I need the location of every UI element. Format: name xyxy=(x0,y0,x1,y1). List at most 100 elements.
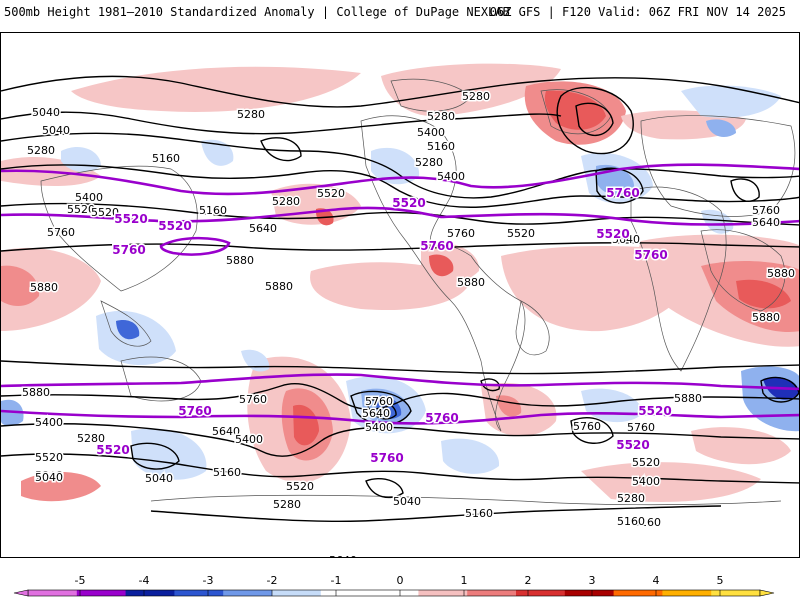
height-contour xyxy=(1,75,799,108)
height-contour-label: 5160 xyxy=(427,140,455,153)
anomaly-positive-region xyxy=(581,462,761,502)
height-contour-label: 5400 xyxy=(235,433,263,446)
colorbar-tick-label: -2 xyxy=(267,574,278,587)
colorbar-segment xyxy=(418,590,468,596)
anomaly-negative-region xyxy=(96,310,176,366)
height-contour xyxy=(150,505,722,523)
height-contour xyxy=(1,242,799,252)
colorbar-segment xyxy=(272,590,322,596)
height-contour-label: 5880 xyxy=(30,281,58,294)
height-contour xyxy=(1,453,799,484)
reference-contour-label: 5760 xyxy=(606,186,639,200)
height-contour-label: 5760 xyxy=(365,395,393,408)
height-contour-label: 5640 xyxy=(752,216,780,229)
anomaly-positive-region xyxy=(736,279,791,309)
reference-contour-label: 5760 xyxy=(370,451,403,465)
anomaly-positive-region xyxy=(691,427,791,465)
height-contour-label: 5880 xyxy=(767,267,795,280)
colorbar-tick-label: -1 xyxy=(331,574,342,587)
height-contour-label: 5160 xyxy=(465,507,493,520)
colorbar-tick-label: 2 xyxy=(525,574,532,587)
anomaly-negative-region xyxy=(371,147,420,185)
anomaly-negative-region xyxy=(581,388,643,423)
model-run-label: 06Z GFS | F120 Valid: 06Z FRI NOV 14 202… xyxy=(489,5,786,19)
anomaly-map: 5280 5040 5280 5280 5160 5400 5280 5280 5160 5400… xyxy=(0,32,800,558)
reference-contour-5880-ring xyxy=(159,236,231,256)
height-contour-label: 5400 xyxy=(622,439,650,452)
height-contour xyxy=(1,360,799,375)
height-contour-label: 5280 xyxy=(27,144,55,157)
height-contour xyxy=(760,376,799,403)
colorbar-segment xyxy=(320,590,371,596)
colorbar-segment xyxy=(76,590,127,596)
coastline-path xyxy=(360,115,526,432)
height-contour-label: 5760 xyxy=(239,393,267,406)
height-contour-label: 5520 xyxy=(286,480,314,493)
coastline-path xyxy=(40,165,198,292)
height-contour-label: 5400 xyxy=(417,126,445,139)
height-contour xyxy=(730,178,760,202)
height-contour-label: 5280 xyxy=(415,156,443,169)
reference-contour-label: 5520 xyxy=(638,404,671,418)
height-contour xyxy=(1,382,799,410)
height-contour-label: 5280 xyxy=(462,90,490,103)
height-contour-label: 5880 xyxy=(752,311,780,324)
height-contour-label: 5760 xyxy=(47,226,75,239)
height-contour-label: 5760 xyxy=(447,227,475,240)
height-contours xyxy=(1,75,799,523)
height-contour-label: 5400 xyxy=(437,170,465,183)
colorbar-segment xyxy=(125,590,175,596)
height-contour-label: 5040 xyxy=(393,495,421,508)
anomaly-colorbar: -5 -4 -3 -2 -1 0 1 2 3 4 5 xyxy=(13,574,775,597)
anomaly-negative-region xyxy=(241,349,270,372)
anomaly-negative-region xyxy=(706,119,736,137)
height-contour-labels: 5280504052805280516054005280528051605400… xyxy=(21,89,797,558)
height-contour xyxy=(556,86,634,155)
height-contour-label: 5160 xyxy=(617,515,645,528)
map-canvas: 5280504052805280516054005280528051605400… xyxy=(1,63,799,558)
height-contour-label: 5040 xyxy=(145,472,173,485)
height-contour-label: 5880 xyxy=(226,254,254,267)
height-contour-label: 5640 xyxy=(362,407,390,420)
height-contour-label: 5520 xyxy=(35,451,63,464)
height-contour-label: 5280 xyxy=(617,492,645,505)
reference-contour-label: 5760 xyxy=(634,248,667,262)
height-contour xyxy=(1,132,799,199)
height-contour xyxy=(595,167,644,204)
colorbar-segment xyxy=(174,590,224,596)
height-contour-label: 5160 xyxy=(213,466,241,479)
height-contour-label: 5880 xyxy=(674,392,702,405)
coastline-path xyxy=(100,300,152,347)
reference-contour-label: 5520 xyxy=(114,212,147,226)
reference-contour-5520-south xyxy=(1,409,799,425)
colorbar-segment xyxy=(711,590,761,596)
height-contour xyxy=(1,423,799,457)
height-contour-label: 5640 xyxy=(329,554,357,557)
height-contour-label: 5160 xyxy=(199,204,227,217)
reference-contour-label: 5520 xyxy=(596,227,629,241)
reference-contour-label: 5520 xyxy=(96,443,129,457)
height-contour-label: 5040 xyxy=(35,471,63,484)
height-contour-label: 5160 xyxy=(152,152,180,165)
anomaly-positive-region xyxy=(21,471,101,502)
colorbar-tick-label: 5 xyxy=(717,574,724,587)
anomaly-positive-region xyxy=(544,90,606,130)
height-contour-label: 5760 xyxy=(752,204,780,217)
colorbar-segments xyxy=(13,589,775,597)
anomaly-shading xyxy=(1,63,799,502)
colorbar-tick-label: 4 xyxy=(653,574,660,587)
reference-contour-5760-south xyxy=(1,373,799,391)
colorbar-segment xyxy=(662,590,712,596)
height-contour xyxy=(480,378,500,392)
coastline-path xyxy=(390,78,472,112)
height-contour-label: 5280 xyxy=(273,498,301,511)
coastline-path xyxy=(150,494,782,506)
height-contour-label: 5760 xyxy=(573,420,601,433)
colorbar-segment xyxy=(516,590,566,596)
colorbar-max-arrow xyxy=(759,589,775,597)
colorbar-segment xyxy=(613,590,663,596)
map-title: 500mb Height 1981–2010 Standardized Anom… xyxy=(4,5,510,19)
height-contour-label: 5520 xyxy=(91,206,119,219)
reference-contour-label: 5520 xyxy=(616,438,649,452)
height-contour xyxy=(365,399,397,420)
